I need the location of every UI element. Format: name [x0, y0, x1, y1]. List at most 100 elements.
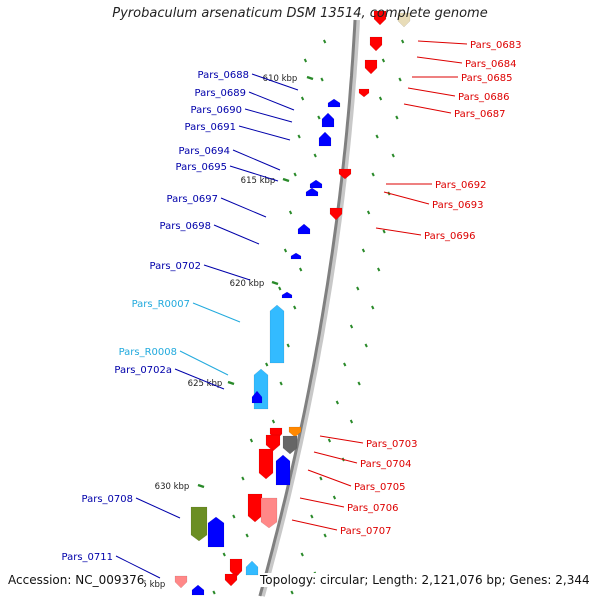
gene-label: Pars_0690 [191, 105, 242, 116]
backbone-line [258, 19, 357, 597]
kbp-tick-label: 635 kbp [131, 580, 166, 590]
gene-label: Pars_0686 [458, 92, 509, 103]
gene-leader-line [307, 469, 352, 487]
gene-arrow [290, 252, 302, 260]
gene-label: Pars_0694 [179, 146, 230, 157]
track-tick [319, 476, 323, 481]
gene-arrow [247, 493, 263, 523]
track-tick [297, 134, 301, 139]
gene-arrow [282, 435, 298, 455]
gene-leader-line [299, 497, 345, 508]
kbp-tick-label: 630 kbp [155, 482, 190, 492]
track-tick [357, 381, 361, 386]
track-tick [398, 77, 402, 82]
track-tick [332, 495, 337, 500]
track-tick [375, 134, 379, 139]
track-tick [364, 343, 368, 348]
track-tick [310, 514, 314, 519]
track-tick [300, 96, 305, 101]
track-tick [317, 115, 321, 120]
track-tick [265, 362, 269, 367]
gene-leader-line [407, 87, 456, 97]
gene-label: Pars_0693 [432, 200, 483, 211]
kbp-tick-mark [227, 380, 235, 386]
track-tick [279, 381, 283, 386]
gene-arrow [260, 497, 278, 529]
track-tick [391, 153, 395, 158]
kbp-tick-mark [197, 483, 205, 489]
track-tick [293, 305, 297, 310]
track-tick [381, 58, 386, 63]
gene-arrow [281, 291, 293, 299]
gene-label: Pars_0706 [347, 503, 398, 514]
gene-arrow [258, 448, 274, 480]
gene-label: Pars_0707 [340, 526, 391, 537]
track-tick [335, 400, 339, 405]
gene-arrow [309, 179, 323, 189]
gene-label: Pars_0702 [150, 261, 201, 272]
gene-arrow [338, 168, 352, 180]
track-tick [378, 96, 383, 101]
track-tick [323, 533, 327, 538]
gene-leader-line [174, 368, 225, 390]
gene-arrow [297, 223, 311, 235]
gene-label: Pars_0689 [195, 88, 246, 99]
track-tick [293, 172, 297, 177]
kbp-tick-label: 620 kbp [230, 279, 265, 289]
gene-label: Pars_0684 [465, 59, 516, 70]
gene-leader-line [238, 125, 291, 141]
kbp-tick-mark [306, 75, 314, 81]
gene-leader-line [416, 56, 463, 64]
track-tick [371, 172, 375, 177]
gene-leader-line [248, 91, 295, 111]
track-tick [400, 39, 405, 44]
track-tick [249, 438, 254, 443]
gene-leader-line [135, 497, 181, 519]
track-tick [395, 115, 399, 120]
kbp-tick-mark [282, 177, 290, 183]
track-tick [271, 419, 276, 424]
track-tick [300, 552, 304, 557]
track-tick [313, 153, 317, 158]
gene-leader-line [417, 40, 468, 45]
gene-label: Pars_0703 [366, 439, 417, 450]
gene-label: Pars_R0007 [132, 299, 190, 310]
gene-leader-line [244, 108, 293, 123]
gene-arrow [329, 207, 343, 221]
gene-arrow [245, 560, 259, 576]
gene-label: Pars_0711 [62, 552, 113, 563]
gene-leader-line [403, 103, 452, 114]
gene-arrow [397, 12, 411, 28]
track-tick [299, 267, 303, 272]
track-tick [356, 286, 360, 291]
gene-label: Pars_0696 [424, 231, 475, 242]
kbp-tick-label: 615 kbp [241, 176, 276, 186]
track-tick [349, 419, 354, 424]
gene-arrow [369, 36, 383, 52]
gene-label: Pars_0685 [461, 73, 512, 84]
gene-leader-line [232, 149, 281, 171]
track-tick [349, 324, 354, 329]
gene-arrow [358, 88, 370, 98]
gene-leader-line [229, 165, 279, 182]
track-tick [288, 210, 293, 215]
kbp-tick-mark [271, 280, 279, 286]
track-tick [212, 590, 216, 595]
gene-leader-line [251, 73, 299, 91]
track-tick [371, 305, 375, 310]
gene-label: Pars_0695 [176, 162, 227, 173]
track-tick [222, 552, 226, 557]
gene-leader-line [213, 224, 260, 245]
map-title: Pyrobaculum arsenaticum DSM 13514, compl… [112, 6, 488, 21]
track-tick [327, 438, 332, 443]
track-tick [278, 286, 282, 291]
track-tick [245, 533, 249, 538]
gene-leader-line [375, 227, 422, 236]
gene-label: Pars_0687 [454, 109, 505, 120]
gene-arrow [174, 575, 188, 589]
gene-leader-line [179, 350, 229, 376]
gene-arrow [327, 98, 341, 108]
track-tick [290, 590, 294, 595]
gene-arrow [224, 573, 238, 587]
